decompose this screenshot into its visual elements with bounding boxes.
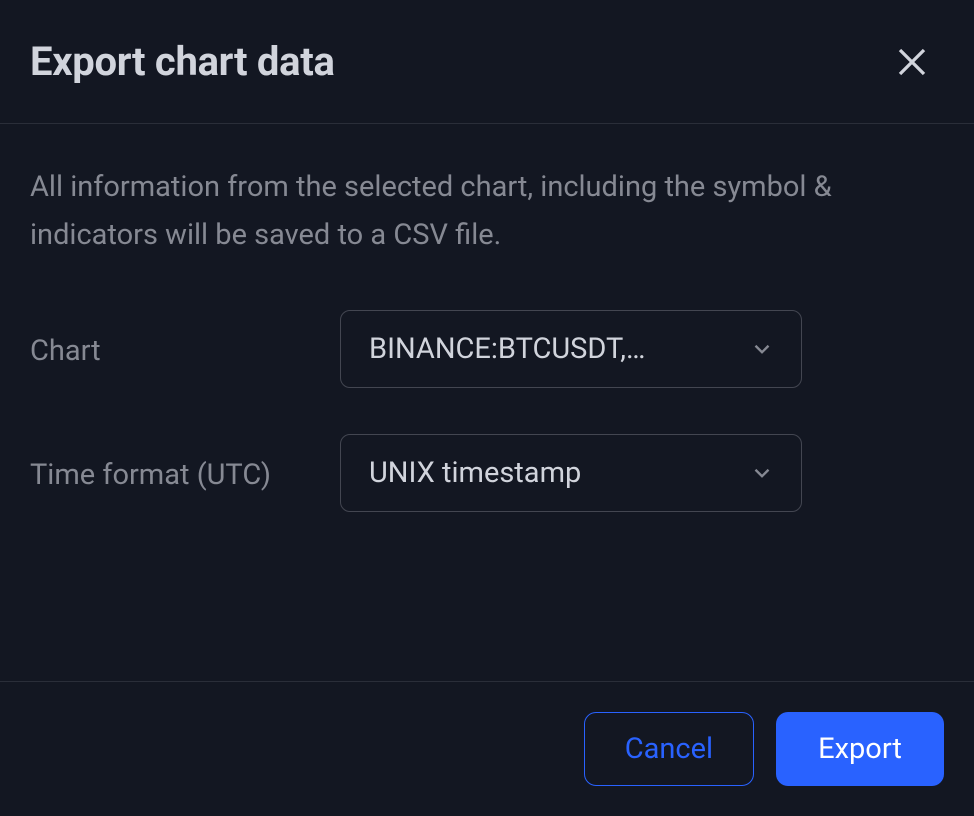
chart-label: Chart	[30, 310, 340, 374]
dialog-description: All information from the selected chart,…	[30, 164, 944, 260]
cancel-button[interactable]: Cancel	[584, 712, 754, 786]
chevron-down-icon	[749, 460, 775, 486]
dialog-header: Export chart data	[0, 0, 974, 124]
chart-field-row: Chart BINANCE:BTCUSDT,…	[30, 310, 944, 388]
close-button[interactable]	[890, 40, 934, 84]
dialog-title: Export chart data	[30, 38, 335, 85]
close-icon	[894, 44, 930, 80]
time-format-field-row: Time format (UTC) UNIX timestamp	[30, 434, 944, 512]
chart-select-value: BINANCE:BTCUSDT,…	[369, 332, 645, 366]
time-format-select[interactable]: UNIX timestamp	[340, 434, 802, 512]
dialog-footer: Cancel Export	[0, 682, 974, 816]
export-chart-dialog: Export chart data All information from t…	[0, 0, 974, 816]
chart-select[interactable]: BINANCE:BTCUSDT,…	[340, 310, 802, 388]
time-format-label: Time format (UTC)	[30, 434, 340, 498]
time-format-select-value: UNIX timestamp	[369, 456, 581, 490]
dialog-body: All information from the selected chart,…	[0, 124, 974, 682]
export-button[interactable]: Export	[776, 712, 944, 786]
chevron-down-icon	[749, 336, 775, 362]
